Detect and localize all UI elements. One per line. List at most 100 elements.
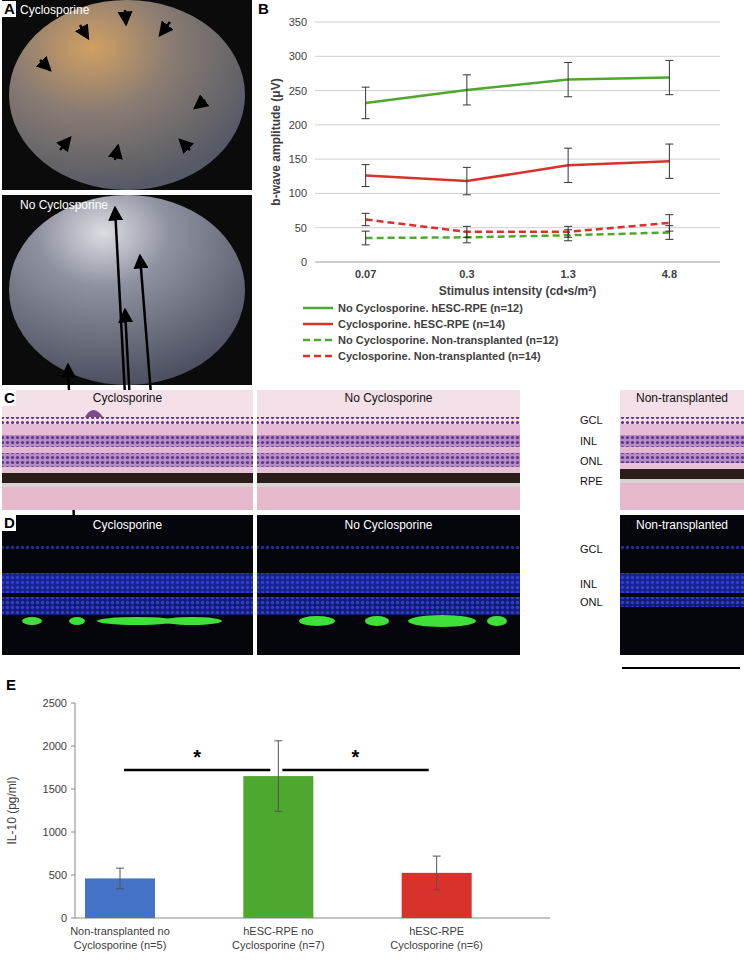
fundus-frame [2,0,252,190]
image-label: Cyclosporine [20,3,90,17]
fundus-image [9,0,245,190]
tick-label: 350 [289,16,307,28]
layer-onl [620,453,744,463]
layer-inl [2,573,253,593]
tick-label: 1500 [43,783,67,795]
tick-label: 2000 [43,740,67,752]
legend-label: No Cyclosporine. hESC-RPE (n=12) [338,302,523,314]
layer-rs [2,467,253,473]
image-label: No Cyclosporine [20,198,108,212]
arrow [60,138,70,150]
layer-choroid [257,487,520,510]
layer-onl [620,597,744,607]
grid-line [315,262,720,263]
legend-label: Cyclosporine. Non-transplanted (n=14) [338,350,541,362]
layer-rs [257,467,520,473]
layer-ipl [257,424,520,435]
layer-rpe [620,469,744,479]
significance-bracket [124,769,270,772]
layer-label: INL [580,578,597,590]
gfp-cells [162,617,222,625]
layer-label: ONL [580,455,603,467]
legend-swatch [303,307,333,310]
arrow [115,208,125,395]
tick-label: 50 [295,222,307,234]
cell-cluster [85,410,103,417]
fluorescence-image [620,515,744,655]
layer-label: INL [580,435,597,447]
layer-onl [257,453,520,467]
gfp-cells [408,615,476,627]
arrow [40,60,50,70]
series-line [366,161,670,181]
grid-line [315,22,720,23]
layer-label: GCL [580,543,603,555]
tick-label-line: Cyclosporine (n=5) [74,939,167,951]
layer-gcl [2,417,253,424]
layer-inl [2,435,253,447]
arrow [160,22,170,35]
error-bar [433,856,441,890]
error-bar [463,75,471,105]
tick-label: 500 [49,869,67,881]
tick-label-line: Non-transplanted no [70,925,170,937]
layer-inl [257,573,520,593]
legend-label: No Cyclosporine. Non-transplanted (n=12) [338,334,559,346]
error-bar [362,87,370,119]
scale-bar [622,667,740,669]
figure: CyclosporineNo CyclosporineAB05010015020… [0,0,744,961]
panel-letter: C [4,389,15,406]
tick-label: 300 [289,50,307,62]
layer-inl [620,435,744,447]
layer-opl [620,447,744,453]
error-bar [564,62,572,96]
layer-onl [620,453,744,463]
layer-gcl [620,545,744,551]
layer-onl [257,597,520,615]
tick-label: 1.3 [560,268,575,280]
layer-onl [257,597,520,615]
tick-label: 250 [289,85,307,97]
tick-label: hESC-RPECyclosporine (n=6) [390,925,483,951]
panel-letter: B [258,0,269,17]
image-label: Cyclosporine [93,518,163,532]
layer-inl [2,435,253,447]
panel-letter: A [4,0,15,17]
arrow [115,146,118,160]
tick-mark [71,703,75,704]
gfp-cells [22,617,42,625]
series-line [366,233,670,238]
legend-label: Cyclosporine. hESC-RPE (n=14) [338,318,506,330]
background [0,0,744,961]
arrow [180,140,190,150]
image-label: No Cyclosporine [344,391,432,405]
layer-onl [257,453,520,467]
error-bar [665,60,673,94]
significance-label: * [352,746,360,768]
layer-onl [2,597,253,615]
panel-letter: D [4,514,15,531]
layer-gcl [620,417,744,424]
histology-image [2,390,253,510]
grid-line [315,56,720,57]
layer-rpe [2,473,253,483]
layer-bruch [257,483,520,487]
tick-mark [71,746,75,747]
error-bar [362,213,370,225]
tick-label: 2500 [43,697,67,709]
image-label: Non-transplanted [636,391,728,405]
layer-choroid [620,483,744,510]
image-label: Cyclosporine [93,391,163,405]
tick-mark [71,918,75,919]
layer-onl [620,597,744,607]
significance-label: * [193,746,201,768]
gfp-cells [69,617,85,625]
plot-area [85,741,472,918]
image-label: Non-transplanted [636,518,728,532]
panel-letter: E [6,676,16,693]
tick-label: hESC-RPE noCyclosporine (n=7) [232,925,325,951]
letter-bg [2,390,16,406]
grid-line [315,159,720,160]
tick-label: Non-transplanted no Cyclosporine (n=5) [70,925,170,951]
image-label: No Cyclosporine [344,518,432,532]
